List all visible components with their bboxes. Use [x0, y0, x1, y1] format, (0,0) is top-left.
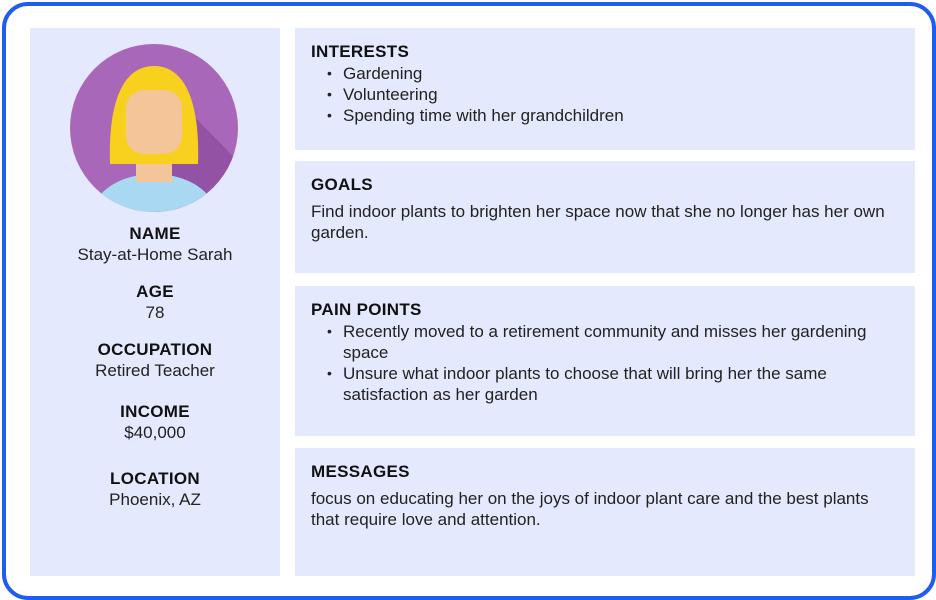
messages-title: MESSAGES	[311, 462, 410, 481]
location-value: Phoenix, AZ	[109, 490, 201, 509]
profile-sidebar: NAME Stay-at-Home Sarah AGE 78 OCCUPATIO…	[30, 28, 280, 576]
goals-section: GOALS Find indoor plants to brighten her…	[295, 161, 915, 273]
pain-points-list: • Recently moved to a retirement communit…	[311, 321, 899, 405]
pain-points-section: PAIN POINTS • Recently moved to a retirem…	[295, 286, 915, 436]
age-label: AGE	[136, 282, 174, 301]
messages-section: MESSAGES focus on educating her on the j…	[295, 448, 915, 576]
woman-avatar-icon	[70, 44, 238, 212]
age-value: 78	[145, 303, 165, 322]
interests-section: INTERESTS • Gardening • Volunteering • Spen…	[295, 28, 915, 150]
list-item: • Unsure what indoor plants to choose tha…	[327, 364, 827, 404]
list-item: • Gardening	[327, 64, 423, 83]
age-field: AGE 78	[30, 282, 280, 323]
interests-list: • Gardening • Volunteering • Spending time …	[311, 63, 899, 126]
location-label: LOCATION	[110, 469, 200, 488]
messages-text: focus on educating her on the joys of in…	[311, 489, 869, 529]
occupation-label: OCCUPATION	[97, 340, 213, 359]
list-item: • Recently moved to a retirement communit…	[327, 322, 867, 362]
income-label: INCOME	[120, 402, 190, 421]
profile-fields: NAME Stay-at-Home Sarah AGE 78 OCCUPATIO…	[30, 224, 280, 510]
name-label: NAME	[129, 224, 181, 243]
list-item: • Spending time with her grandchildren	[327, 106, 624, 125]
name-field: NAME Stay-at-Home Sarah	[30, 224, 280, 265]
location-field: LOCATION Phoenix, AZ	[30, 469, 280, 510]
list-item: • Volunteering	[327, 85, 438, 104]
occupation-field: OCCUPATION Retired Teacher	[30, 340, 280, 381]
goals-title: GOALS	[311, 175, 373, 194]
goals-text: Find indoor plants to brighten her space…	[311, 202, 885, 242]
occupation-value: Retired Teacher	[95, 361, 215, 380]
interests-title: INTERESTS	[311, 42, 410, 61]
name-value: Stay-at-Home Sarah	[77, 245, 233, 264]
income-field: INCOME $40,000	[30, 402, 280, 443]
pain-points-title: PAIN POINTS	[311, 300, 422, 319]
income-value: $40,000	[124, 423, 186, 442]
